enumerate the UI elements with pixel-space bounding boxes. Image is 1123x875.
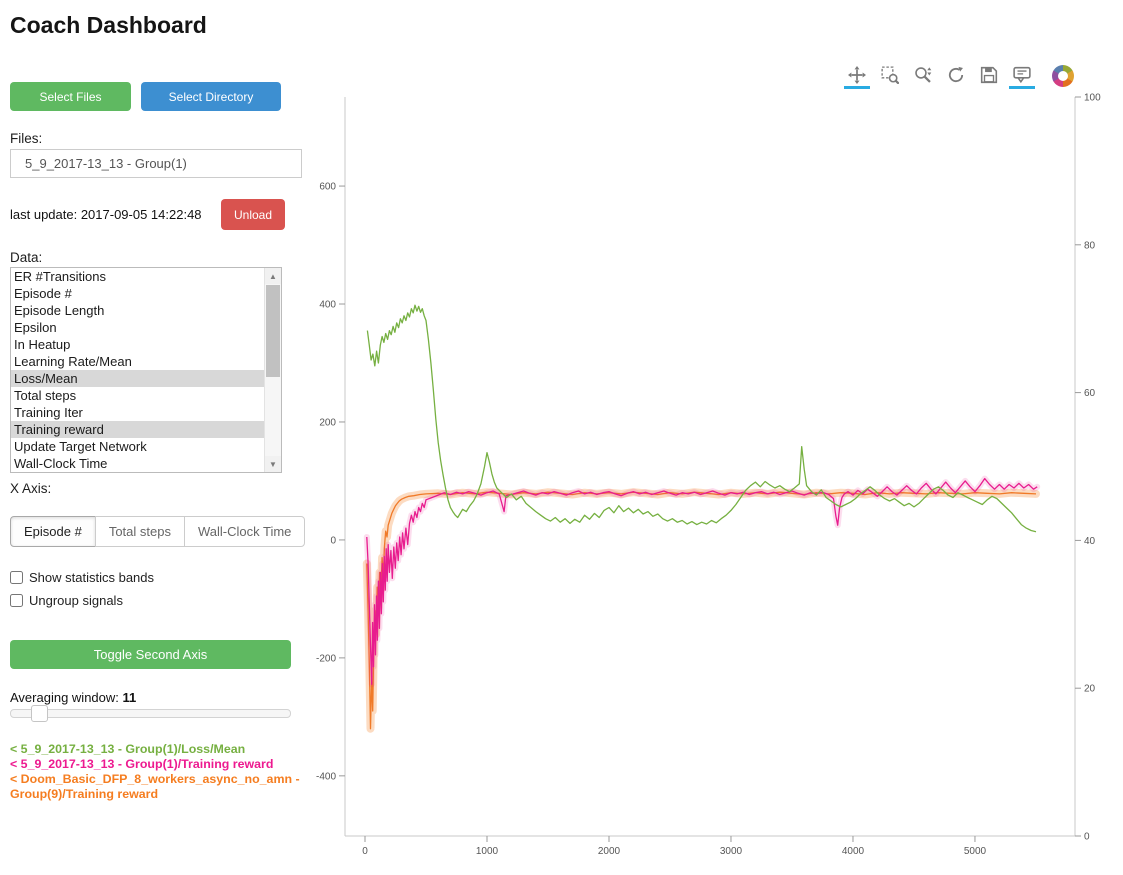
last-update-text: last update: 2017-09-05 14:22:48	[10, 207, 202, 222]
series-line	[366, 477, 1038, 686]
chart-panel: 0 1000 2000 3000 4000 5000 600 400 200 0 -200 -400 1…	[310, 55, 1123, 875]
pan-icon[interactable]	[844, 63, 870, 89]
y-left-tick-label: 200	[319, 417, 336, 428]
scrollbar-down-icon[interactable]: ▼	[265, 456, 281, 472]
data-list-item[interactable]: Episode Length	[14, 303, 105, 318]
data-list-item[interactable]: Update Target Network	[14, 439, 147, 454]
series-band	[362, 488, 1040, 733]
x-axis-option-total-steps[interactable]: Total steps	[94, 516, 185, 547]
legend-item[interactable]: < 5_9_2017-13_13 - Group(1)/Loss/Mean	[10, 742, 246, 756]
data-list-item[interactable]: ER #Transitions	[14, 269, 106, 284]
series-line	[366, 304, 1037, 533]
y-left-tick-label: -200	[316, 653, 336, 664]
page-title: Coach Dashboard	[10, 12, 207, 38]
show-statistics-bands-label: Show statistics bands	[29, 570, 155, 585]
show-statistics-bands-checkbox[interactable]	[10, 571, 23, 584]
averaging-window-row: Averaging window: 11	[10, 690, 136, 705]
bokeh-logo-icon[interactable]	[1052, 65, 1074, 87]
averaging-window-slider[interactable]	[10, 705, 291, 722]
files-label: Files:	[10, 131, 43, 146]
data-label: Data:	[10, 250, 43, 265]
x-axis-label: X Axis:	[10, 481, 52, 496]
y-right-tick-label: 80	[1084, 240, 1096, 251]
legend-item[interactable]: < Doom_Basic_DFP_8_workers_async_no_amn …	[10, 772, 300, 801]
x-tick-label: 4000	[842, 846, 865, 857]
files-selected-value: 5_9_2017-13_13 - Group(1)	[25, 156, 187, 171]
x-tick-label: 3000	[720, 846, 743, 857]
data-list-item[interactable]: Episode #	[14, 286, 72, 301]
toggle-second-axis-button[interactable]: Toggle Second Axis	[10, 640, 291, 669]
data-list-item[interactable]: Wall-Clock Time	[14, 456, 108, 471]
hover-icon[interactable]	[1009, 63, 1035, 89]
averaging-window-label: Averaging window:	[10, 690, 119, 705]
x-tick-label: 2000	[598, 846, 621, 857]
data-list-item[interactable]: Loss/Mean	[11, 370, 264, 387]
y-right-tick-label: 0	[1084, 832, 1090, 843]
scrollbar-up-icon[interactable]: ▲	[265, 268, 281, 284]
data-list-item[interactable]: Total steps	[14, 388, 77, 403]
data-list-items: ER #Transitions Episode # Episode Length Ep…	[11, 268, 264, 472]
y-right-tick-label: 100	[1084, 93, 1101, 104]
ungroup-signals-checkbox[interactable]	[10, 594, 23, 607]
x-tick-label: 5000	[964, 846, 987, 857]
x-tick-label: 1000	[476, 846, 499, 857]
y-right-tick-label: 60	[1084, 388, 1096, 399]
x-axis-option-episode-[interactable]: Episode #	[10, 516, 96, 547]
x-axis-button-group: Episode # Total steps Wall-Clock Time	[10, 516, 306, 547]
y-right-tick-label: 40	[1084, 536, 1096, 547]
averaging-window-value: 11	[122, 690, 137, 705]
y-right-tick-label: 20	[1084, 684, 1096, 695]
legend-item[interactable]: < 5_9_2017-13_13 - Group(1)/Training rew…	[10, 757, 274, 771]
scrollbar-thumb[interactable]	[266, 285, 280, 377]
wheel-zoom-icon[interactable]	[910, 63, 936, 89]
files-select[interactable]: 5_9_2017-13_13 - Group(1)	[10, 149, 302, 178]
show-statistics-bands-option[interactable]: Show statistics bands	[10, 570, 154, 585]
data-list-item[interactable]: Training reward	[11, 421, 264, 438]
slider-handle[interactable]	[31, 705, 48, 722]
save-icon[interactable]	[976, 63, 1002, 89]
select-directory-button[interactable]: Select Directory	[141, 82, 281, 111]
scrollbar[interactable]: ▲ ▼	[264, 268, 281, 472]
unload-button[interactable]: Unload	[221, 199, 285, 230]
x-axis-option-wall-clock-time[interactable]: Wall-Clock Time	[183, 516, 306, 547]
plot-tools	[844, 63, 1035, 89]
y-left-tick-label: 600	[319, 182, 336, 193]
box-zoom-icon[interactable]	[877, 63, 903, 89]
y-left-tick-label: -400	[316, 771, 336, 782]
x-tick-label: 0	[362, 846, 368, 857]
line-chart[interactable]: 0 1000 2000 3000 4000 50006004002000-200-4001…	[310, 55, 1123, 875]
ungroup-signals-label: Ungroup signals	[29, 593, 123, 608]
chart-legend: < 5_9_2017-13_13 - Group(1)/Loss/Mean < 5…	[10, 742, 308, 802]
data-list-item[interactable]: Epsilon	[14, 320, 57, 335]
data-list-item[interactable]: In Heatup	[14, 337, 71, 352]
data-list[interactable]: ER #Transitions Episode # Episode Length Ep…	[10, 267, 282, 473]
y-left-tick-label: 0	[330, 535, 336, 546]
series-line	[366, 491, 1037, 730]
plot-toolbar	[844, 63, 1074, 89]
y-left-tick-label: 400	[319, 300, 336, 311]
select-files-button[interactable]: Select Files	[10, 82, 131, 111]
reset-icon[interactable]	[943, 63, 969, 89]
data-list-item[interactable]: Learning Rate/Mean	[14, 354, 132, 369]
ungroup-signals-option[interactable]: Ungroup signals	[10, 593, 123, 608]
data-list-item[interactable]: Training Iter	[14, 405, 83, 420]
